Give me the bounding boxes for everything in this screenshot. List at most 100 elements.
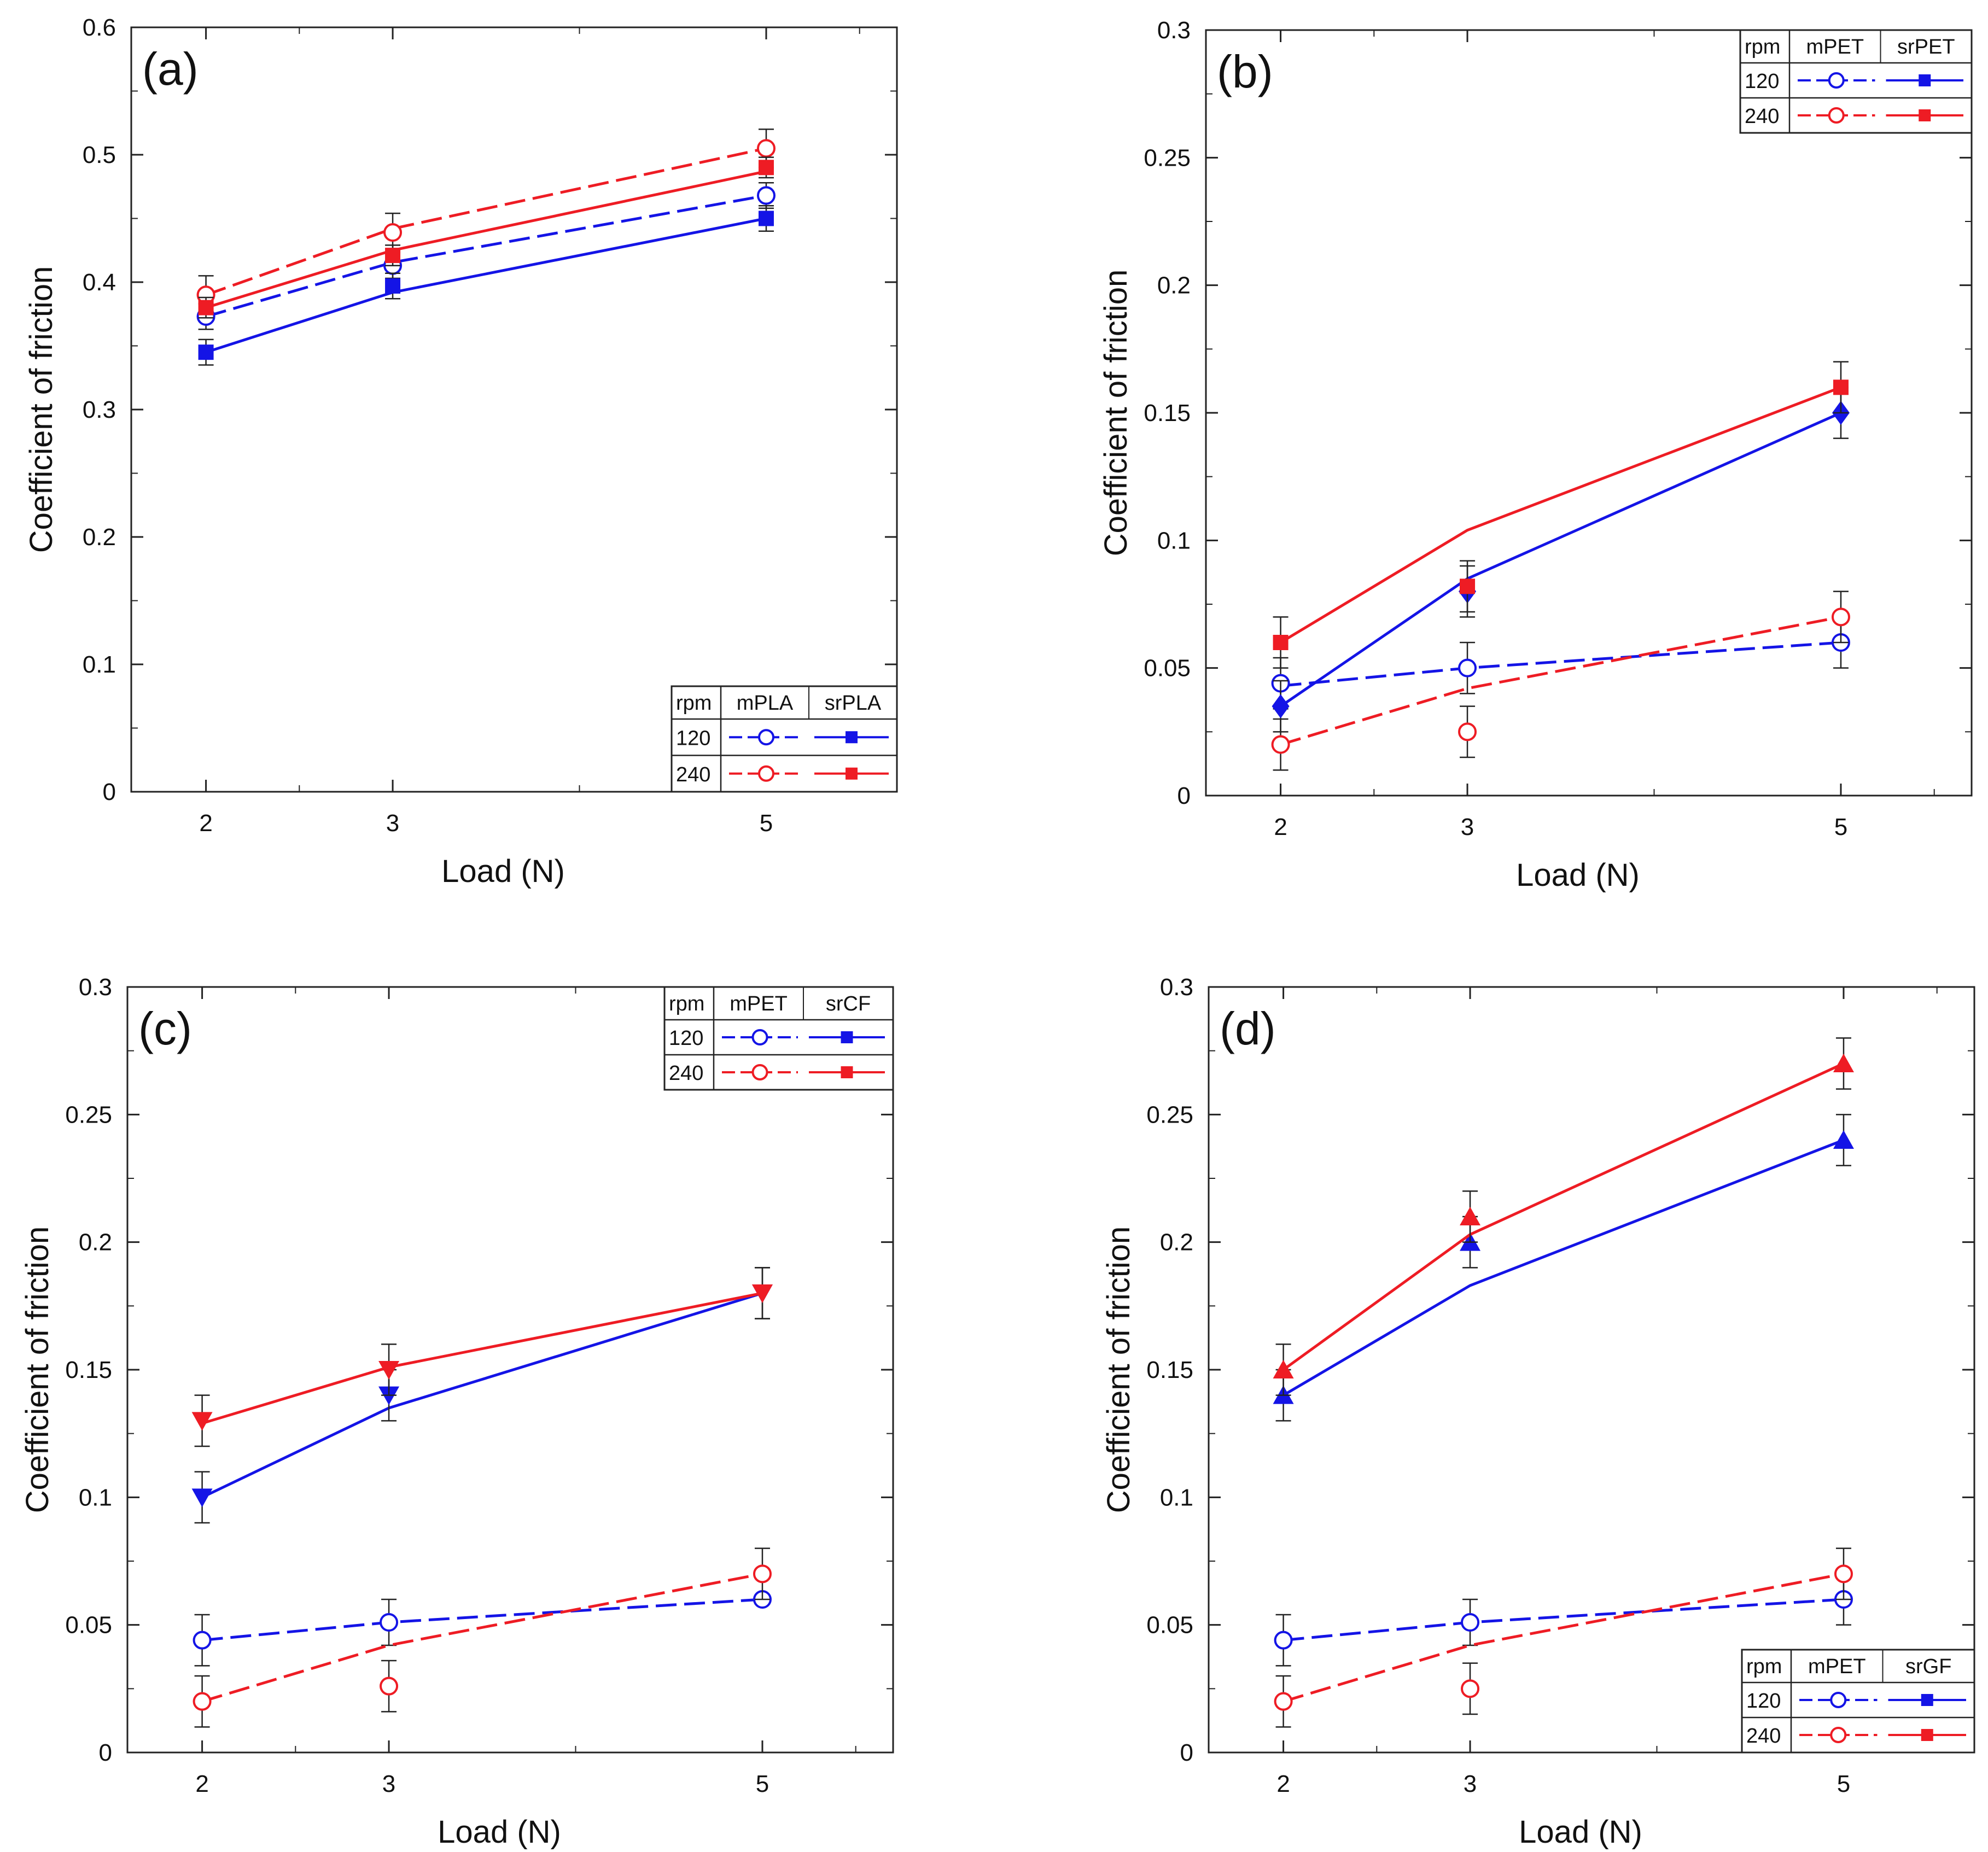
legend: rpm mPLA srPLA 120 240	[671, 685, 898, 793]
legend-marker-sample	[841, 1031, 853, 1043]
series-line	[202, 1598, 763, 1642]
data-point	[198, 344, 214, 360]
data-point	[1461, 1679, 1480, 1698]
data-point	[193, 1692, 212, 1711]
x-tick-label: 5	[760, 810, 773, 837]
legend-marker-sample	[1828, 72, 1845, 89]
series-mpet-240	[1274, 1547, 1853, 1728]
legend-header: srPLA	[825, 692, 882, 715]
x-axis-label: Load (N)	[1519, 1814, 1642, 1850]
legend-marker-sample	[1919, 109, 1931, 121]
y-tick-label: 0.6	[83, 14, 116, 41]
data-point	[1833, 1054, 1854, 1072]
data-point	[1273, 1360, 1294, 1378]
data-point	[383, 223, 403, 242]
series-line	[1282, 1572, 1844, 1703]
y-tick-label: 0	[103, 779, 116, 805]
legend-marker-sample	[846, 767, 858, 780]
y-tick-label: 0.15	[1146, 1357, 1193, 1383]
data-point	[1460, 1207, 1481, 1225]
series-line	[201, 1292, 763, 1499]
data-point	[1833, 1130, 1854, 1149]
legend-rpm: 120	[1745, 70, 1779, 93]
panel-label: (a)	[142, 43, 199, 95]
data-point	[1273, 635, 1289, 650]
y-tick-label: 0	[99, 1739, 112, 1766]
data-point	[198, 300, 214, 316]
x-tick-label: 2	[195, 1771, 208, 1797]
data-point	[1458, 722, 1477, 741]
data-point	[1272, 694, 1290, 718]
series-srpla-240	[198, 156, 774, 319]
y-tick-label: 0.3	[79, 974, 112, 1001]
series-srcf-120	[191, 1267, 773, 1524]
legend-rpm: 240	[1746, 1725, 1781, 1748]
y-tick-label: 0	[1180, 1739, 1193, 1766]
series-mpla-240	[196, 128, 776, 315]
y-axis-label: Coefficient of friction	[20, 1226, 55, 1513]
y-tick-label: 0.25	[1146, 1101, 1193, 1128]
legend-header: srPET	[1897, 36, 1955, 59]
y-tick-label: 0.5	[83, 142, 116, 168]
x-tick-label: 2	[1276, 1771, 1290, 1797]
x-tick-label: 5	[756, 1771, 769, 1797]
legend-header: mPET	[1808, 1655, 1866, 1678]
legend-rpm: 240	[676, 763, 710, 786]
legend-marker-sample	[1921, 1729, 1933, 1741]
data-point	[1271, 735, 1290, 754]
x-tick-label: 2	[199, 810, 212, 837]
panel-label: (d)	[1220, 1003, 1276, 1054]
data-point	[193, 1631, 212, 1650]
legend-header: rpm	[676, 692, 712, 715]
x-tick-label: 2	[1274, 814, 1287, 840]
series-srpet-240	[1273, 361, 1849, 669]
legend-marker-sample	[1919, 74, 1931, 86]
legend-marker-sample	[758, 765, 774, 782]
legend-header: rpm	[669, 992, 704, 1015]
legend-rpm: 120	[669, 1027, 703, 1050]
y-tick-label: 0.25	[65, 1101, 112, 1128]
legend-rpm: 240	[669, 1062, 703, 1085]
series-mpet-240	[193, 1547, 772, 1728]
legend-marker-sample	[1830, 1727, 1847, 1743]
panel-label: (b)	[1217, 46, 1273, 97]
legend: rpm mPET srPET 120 240	[1739, 29, 1973, 134]
legend-marker-sample	[751, 1064, 768, 1080]
y-tick-label: 0.3	[1157, 17, 1191, 44]
legend: rpm mPET srCF 120 240	[663, 986, 894, 1091]
series-line	[1280, 411, 1841, 708]
series-mpet-240	[1271, 591, 1850, 771]
series-srpet-120	[1272, 387, 1850, 733]
data-point	[385, 278, 401, 294]
legend-marker-sample	[1921, 1694, 1933, 1706]
x-tick-label: 5	[1834, 814, 1847, 840]
y-tick-label: 0.4	[83, 269, 116, 296]
y-tick-label: 0.25	[1144, 144, 1191, 171]
legend-marker-sample	[846, 731, 858, 744]
legend-header: mPLA	[737, 692, 794, 715]
y-tick-label: 0.2	[83, 524, 116, 551]
x-axis-label: Load (N)	[1516, 857, 1640, 893]
data-point	[758, 160, 774, 176]
data-point	[378, 1361, 400, 1380]
data-point	[385, 248, 401, 264]
y-tick-label: 0.3	[83, 396, 116, 423]
series-line	[1283, 1598, 1844, 1642]
y-tick-label: 0	[1177, 782, 1191, 809]
data-point	[191, 1412, 213, 1431]
series-line	[1282, 1138, 1844, 1397]
chart-panel-a: 0 0.1 0.2 0.3 0.4 0.5 0.6 2 3 5 Load (N) Coefficien…	[24, 14, 898, 889]
y-axis-label: Coefficient of friction	[1101, 1226, 1136, 1513]
legend-header: rpm	[1746, 1655, 1782, 1678]
series-line	[1280, 385, 1841, 644]
x-tick-label: 3	[1461, 814, 1474, 840]
series-mpet-120	[1274, 1573, 1853, 1667]
x-tick-label: 3	[382, 1771, 395, 1797]
data-point	[380, 1676, 399, 1696]
legend-marker-sample	[758, 729, 774, 746]
y-tick-label: 0.3	[1160, 974, 1193, 1001]
series-line	[205, 217, 767, 354]
series-line	[1280, 615, 1841, 746]
data-point	[1831, 607, 1850, 627]
plot-frame	[130, 26, 898, 793]
